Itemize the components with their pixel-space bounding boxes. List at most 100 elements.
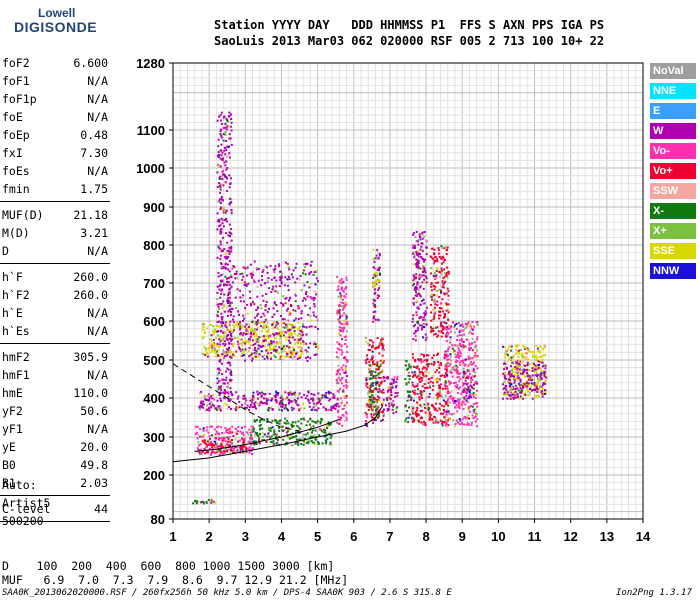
echo-point [505, 385, 508, 387]
echo-point [216, 244, 219, 247]
echo-point [416, 293, 419, 296]
echo-point [228, 427, 231, 430]
echo-point [420, 245, 423, 248]
echo-point [239, 445, 242, 448]
echo-point [239, 446, 242, 449]
echo-point [475, 344, 478, 347]
echo-point [306, 281, 309, 283]
echo-point [197, 433, 200, 436]
echo-point [438, 252, 441, 255]
echo-point [422, 420, 425, 423]
echo-point [460, 338, 463, 340]
echo-point [409, 390, 412, 393]
echo-point [344, 372, 347, 374]
echo-point [230, 118, 233, 120]
echo-point [250, 302, 253, 305]
echo-point [273, 313, 276, 316]
y-tick-label: 1000 [136, 161, 165, 176]
echo-point [519, 360, 522, 363]
echo-point [526, 363, 529, 366]
echo-point [213, 428, 216, 431]
echo-point [373, 304, 376, 307]
echo-point [317, 420, 320, 423]
echo-point [468, 410, 471, 413]
echo-point [219, 321, 222, 324]
echo-point [283, 429, 286, 432]
echo-point [276, 439, 279, 441]
echo-point [272, 321, 275, 324]
echo-point [295, 341, 298, 344]
echo-point [448, 380, 450, 383]
echo-point [443, 376, 446, 379]
echo-point [527, 357, 530, 360]
echo-point [271, 316, 274, 318]
echo-point [440, 273, 443, 276]
echo-point [288, 437, 291, 440]
echo-point [294, 431, 297, 434]
echo-point [475, 321, 478, 324]
echo-point [419, 417, 422, 420]
echo-point [272, 444, 275, 447]
echo-point [237, 343, 240, 346]
echo-point [288, 268, 291, 271]
echo-point [422, 298, 425, 301]
echo-point [229, 440, 232, 443]
echo-point [225, 326, 228, 329]
echo-point [222, 211, 225, 214]
echo-point [541, 383, 544, 386]
echo-point [278, 435, 280, 438]
echo-point [223, 389, 226, 391]
echo-point [230, 330, 233, 333]
echo-point [216, 426, 218, 429]
echo-point [299, 337, 302, 340]
echo-point [313, 303, 316, 305]
echo-point [508, 370, 511, 373]
echo-point [344, 370, 347, 373]
echo-point [466, 323, 469, 326]
echo-point [276, 433, 278, 436]
echo-point [303, 407, 306, 410]
echo-point [412, 246, 415, 249]
echo-point [224, 147, 227, 149]
echo-point [328, 431, 331, 434]
echo-point [453, 368, 455, 371]
echo-point [439, 271, 441, 274]
x-tick-label: 9 [459, 529, 466, 544]
echo-point [255, 333, 258, 336]
echo-point [259, 433, 261, 435]
echo-point [454, 324, 456, 327]
echo-point [205, 347, 208, 350]
echo-point [508, 382, 511, 384]
echo-point [221, 378, 224, 381]
echo-point [419, 358, 422, 361]
echo-point [263, 321, 266, 324]
echo-point [536, 375, 538, 377]
echo-point [334, 407, 337, 410]
echo-point [516, 395, 519, 398]
echo-point [456, 344, 459, 347]
echo-point [227, 399, 230, 402]
param-name: foF2 [2, 56, 30, 70]
echo-point [525, 346, 528, 349]
echo-point [225, 355, 228, 358]
echo-point [455, 368, 458, 371]
echo-point [293, 342, 296, 345]
echo-point [535, 344, 538, 347]
echo-point [336, 311, 339, 314]
echo-point [341, 400, 344, 403]
echo-point [229, 369, 232, 371]
echo-point [446, 385, 449, 388]
echo-point [245, 323, 248, 326]
echo-point [287, 393, 290, 396]
echo-point [412, 365, 415, 368]
echo-point [231, 267, 234, 270]
echo-point [259, 321, 262, 324]
echo-point [411, 406, 414, 409]
echo-point [273, 342, 276, 345]
echo-point [466, 371, 468, 374]
echo-point [260, 316, 263, 318]
echo-point [205, 429, 208, 432]
echo-point [255, 442, 258, 445]
header-row-values: SaoLuis 2013 Mar03 062 020000 RSF 005 2 … [214, 34, 605, 48]
